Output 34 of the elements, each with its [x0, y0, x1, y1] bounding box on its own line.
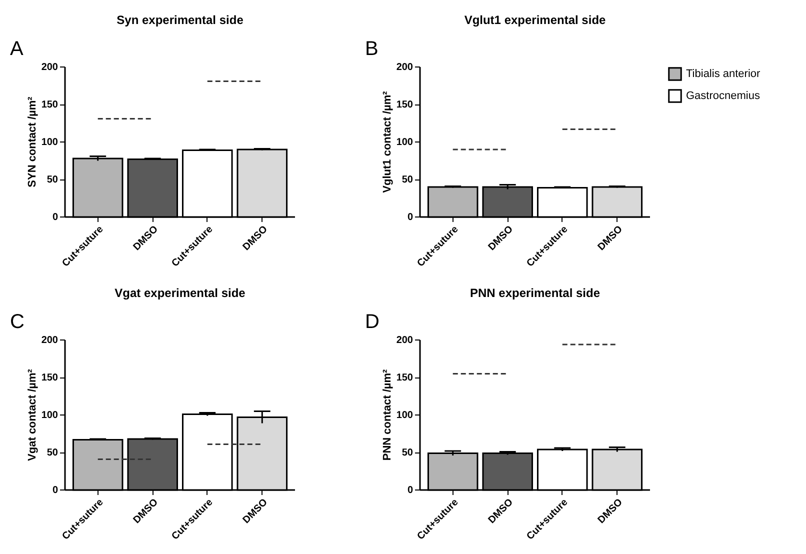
text: C [10, 311, 24, 333]
text: D [365, 311, 380, 333]
y-axis-title: PNN contact /µm² [381, 369, 394, 461]
y-tick-label: 0 [52, 485, 58, 496]
y-tick-label: 100 [396, 137, 414, 148]
y-tick-label: 50 [402, 448, 414, 458]
legend-label: Gastrocnemius [686, 90, 760, 102]
y-tick-label: 150 [41, 100, 58, 110]
y-tick-label: 100 [41, 410, 58, 421]
y-tick-label: 100 [396, 410, 414, 421]
y-tick-label: 50 [46, 174, 58, 186]
text: A [10, 38, 24, 60]
chart-title: Vglut1 experimental side [464, 13, 606, 27]
y-tick-label: 0 [52, 212, 58, 223]
y-axis-title: Vglut1 contact /µm² [381, 90, 394, 193]
y-axis-title: SYN contact /µm² [26, 96, 38, 188]
chart-title: Syn experimental side [116, 13, 244, 27]
y-tick-label: 200 [41, 62, 58, 73]
y-tick-label: 0 [407, 485, 414, 496]
y-tick-label: 50 [46, 448, 58, 458]
y-tick-label: 50 [402, 174, 414, 186]
y-tick-label: 200 [41, 335, 58, 346]
chart-title: Vgat experimental side [114, 286, 246, 300]
y-tick-label: 0 [407, 212, 414, 223]
text: B [365, 38, 378, 60]
y-tick-label: 200 [396, 62, 414, 73]
y-tick-label: 150 [396, 100, 414, 110]
legend-label: Tibialis anterior [686, 68, 761, 80]
y-axis-title: Vgat contact /µm² [26, 368, 38, 461]
chart-title: PNN experimental side [470, 286, 600, 300]
y-tick-label: 100 [41, 137, 58, 148]
y-tick-label: 200 [396, 335, 414, 346]
y-tick-label: 150 [41, 372, 58, 384]
y-tick-label: 150 [396, 372, 414, 384]
